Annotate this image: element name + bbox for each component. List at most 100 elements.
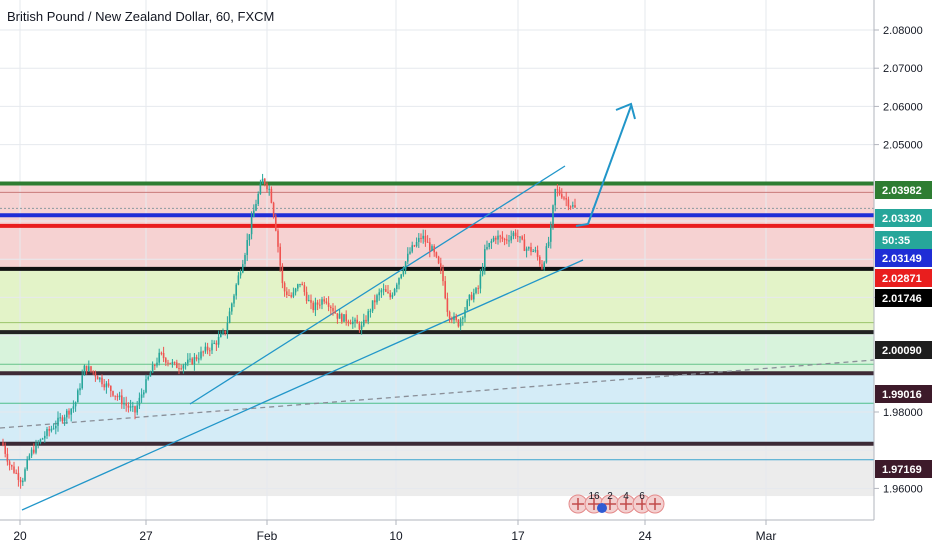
candle-body (200, 351, 202, 359)
candle-body (158, 352, 160, 363)
candle-body (272, 202, 275, 217)
candle-body (323, 299, 325, 302)
candle-body (162, 352, 165, 359)
candle-body (11, 465, 13, 467)
candle-body (176, 362, 178, 369)
candle-body (206, 346, 209, 351)
candle-body (435, 252, 438, 257)
candle-body (255, 203, 257, 211)
candle-body (237, 275, 240, 285)
candle-body (118, 395, 121, 398)
candle-body (52, 428, 55, 430)
price-tag-bg (875, 209, 932, 227)
y-tick-label: 2.07000 (883, 63, 923, 75)
trendlines[interactable] (0, 165, 875, 511)
candle-body (235, 284, 237, 296)
candle-body (70, 408, 72, 415)
candle-body (132, 406, 134, 408)
x-tick-label: 10 (389, 529, 403, 543)
arrow-shaft[interactable] (575, 105, 632, 227)
channel-upper-line[interactable] (189, 165, 566, 405)
x-tick-label: 17 (511, 529, 525, 543)
candle-body (50, 428, 53, 431)
candle-body (319, 304, 321, 306)
candle-body (453, 316, 455, 321)
horizontal-levels[interactable] (0, 181, 874, 446)
candle-body (554, 189, 556, 206)
candle-body (59, 417, 61, 419)
candle-body (497, 235, 499, 240)
candle-body (209, 350, 211, 352)
candle-body (299, 283, 301, 285)
candle-body (396, 284, 398, 290)
price-tag-label: 2.01746 (882, 293, 922, 305)
candle-body (6, 453, 9, 462)
price-tag-bg (875, 269, 932, 287)
candle-body (503, 239, 506, 241)
candle-body (204, 346, 207, 352)
candle-body (151, 364, 154, 373)
candle-body (352, 321, 354, 325)
x-tick-label: 20 (13, 529, 27, 543)
candle-body (448, 311, 451, 319)
candle-body (572, 205, 574, 207)
candle-body (393, 289, 396, 295)
candle-body (288, 295, 290, 297)
candle-body (303, 285, 306, 292)
candle-body (349, 323, 352, 325)
candle-body (398, 278, 400, 285)
candle-body (68, 410, 70, 415)
candle-body (495, 237, 497, 240)
candle-body (83, 365, 86, 376)
candle-body (261, 178, 264, 184)
candle-body (475, 288, 477, 294)
price-tag-bg (875, 231, 932, 249)
candle-body (297, 284, 299, 289)
candle-body (541, 264, 543, 269)
candle-body (363, 319, 365, 326)
candle-body (125, 403, 127, 406)
candle-body (156, 362, 158, 366)
candle-body (15, 472, 17, 474)
candle-body (92, 370, 94, 373)
candle-body (437, 256, 440, 264)
price-tag-label: 1.99016 (882, 389, 922, 401)
candle-body (44, 435, 46, 439)
candle-body (440, 263, 442, 269)
price-tag-label: 50:35 (882, 235, 910, 247)
candle-body (547, 241, 550, 247)
candle-body (180, 368, 182, 370)
price-tag-label: 2.00090 (882, 345, 922, 357)
candle-body (2, 442, 4, 446)
projection-arrow[interactable] (575, 102, 636, 227)
candle-body (266, 184, 268, 190)
event-badge-count: 2 (607, 491, 613, 502)
time-axis-ticks: 20 27 Feb 10 17 24 Mar (13, 520, 776, 543)
candle-body (360, 325, 363, 330)
candle-body (189, 358, 191, 360)
candle-body (543, 262, 545, 269)
candle-body (550, 224, 552, 242)
candle-body (63, 417, 66, 422)
candle-body (242, 264, 244, 273)
candle-body (275, 216, 277, 231)
candle-body (429, 242, 431, 251)
candle-body (305, 291, 308, 301)
arrow-head[interactable] (615, 102, 636, 120)
candle-body (191, 358, 193, 365)
candle-body (88, 366, 90, 371)
price-tag-bg (875, 341, 932, 359)
dashed-trendline[interactable] (0, 359, 875, 429)
event-badges[interactable]: 16 2 4 6 (568, 491, 665, 514)
candle-body (477, 288, 479, 290)
candle-body (530, 247, 532, 252)
candle-body (490, 241, 493, 244)
candle-body (17, 472, 20, 480)
candle-body (310, 300, 312, 303)
candle-body (552, 205, 554, 225)
channel-lower-line[interactable] (21, 259, 584, 511)
candle-body (270, 188, 273, 203)
candle-body (147, 376, 149, 380)
candle-body (415, 242, 418, 247)
